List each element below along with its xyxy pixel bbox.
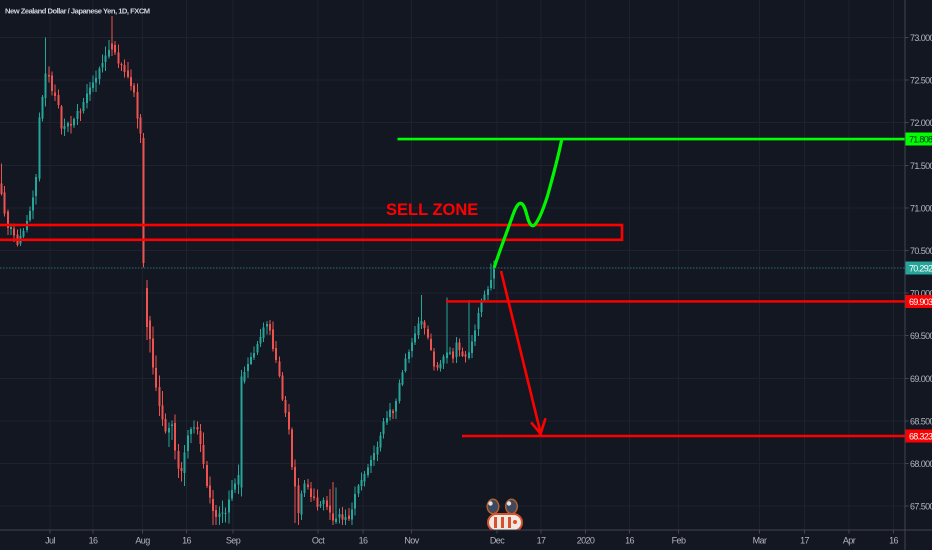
svg-text:71.000: 71.000: [910, 203, 932, 213]
svg-text:73.000: 73.000: [910, 33, 932, 43]
svg-text:70.000: 70.000: [910, 289, 932, 299]
svg-text:68.323: 68.323: [909, 432, 932, 442]
svg-text:17: 17: [800, 536, 809, 546]
svg-text:17: 17: [537, 536, 546, 546]
svg-text:16: 16: [625, 536, 634, 546]
svg-text:New Zealand Dollar / Japanese: New Zealand Dollar / Japanese Yen, 1D, F…: [5, 7, 150, 16]
svg-text:Dec: Dec: [490, 536, 505, 546]
svg-text:70.292: 70.292: [909, 264, 932, 274]
svg-text:71.500: 71.500: [910, 161, 932, 171]
svg-text:SELL ZONE: SELL ZONE: [386, 201, 478, 219]
svg-text:2020: 2020: [577, 536, 595, 546]
svg-text:68.000: 68.000: [910, 459, 932, 469]
svg-text:16: 16: [889, 536, 898, 546]
svg-text:72.500: 72.500: [910, 76, 932, 86]
svg-text:69.903: 69.903: [909, 297, 932, 307]
svg-text:Aug: Aug: [135, 536, 150, 546]
svg-text:Jul: Jul: [45, 536, 55, 546]
svg-text:71.808: 71.808: [909, 135, 932, 145]
svg-text:72.000: 72.000: [910, 118, 932, 128]
svg-text:67.500: 67.500: [910, 502, 932, 512]
svg-text:Feb: Feb: [672, 536, 686, 546]
svg-text:69.000: 69.000: [910, 374, 932, 384]
svg-text:Oct: Oct: [312, 536, 325, 546]
svg-text:16: 16: [182, 536, 191, 546]
svg-text:69.500: 69.500: [910, 331, 932, 341]
svg-text:Nov: Nov: [404, 536, 419, 546]
svg-text:70.500: 70.500: [910, 246, 932, 256]
svg-text:Mar: Mar: [753, 536, 767, 546]
svg-text:68.500: 68.500: [910, 416, 932, 426]
svg-text:Apr: Apr: [843, 536, 856, 546]
svg-text:16: 16: [359, 536, 368, 546]
svg-text:Sep: Sep: [226, 536, 241, 546]
svg-text:16: 16: [89, 536, 98, 546]
